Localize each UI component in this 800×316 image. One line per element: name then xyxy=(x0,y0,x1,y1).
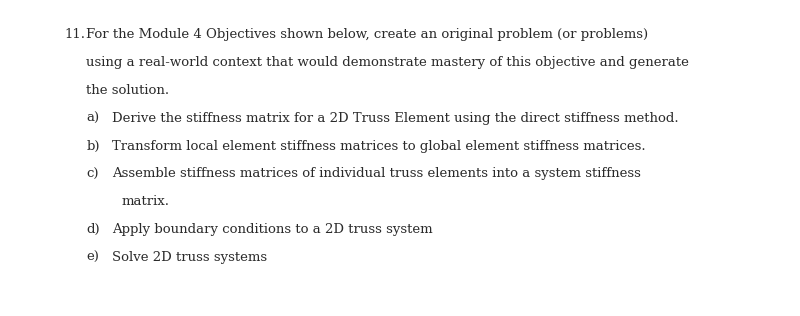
Text: c): c) xyxy=(86,167,99,180)
Text: 11.: 11. xyxy=(64,28,85,41)
Text: using a real-world context that would demonstrate mastery of this objective and : using a real-world context that would de… xyxy=(86,56,690,69)
Text: Apply boundary conditions to a 2D truss system: Apply boundary conditions to a 2D truss … xyxy=(112,223,433,236)
Text: the solution.: the solution. xyxy=(86,84,170,97)
Text: Derive the stiffness matrix for a 2D Truss Element using the direct stiffness me: Derive the stiffness matrix for a 2D Tru… xyxy=(112,112,678,125)
Text: Solve 2D truss systems: Solve 2D truss systems xyxy=(112,251,267,264)
Text: e): e) xyxy=(86,251,99,264)
Text: b): b) xyxy=(86,140,100,153)
Text: Assemble stiffness matrices of individual truss elements into a system stiffness: Assemble stiffness matrices of individua… xyxy=(112,167,641,180)
Text: Transform local element stiffness matrices to global element stiffness matrices.: Transform local element stiffness matric… xyxy=(112,140,646,153)
Text: a): a) xyxy=(86,112,99,125)
Text: matrix.: matrix. xyxy=(122,195,170,208)
Text: For the Module 4 Objectives shown below, create an original problem (or problems: For the Module 4 Objectives shown below,… xyxy=(86,28,649,41)
Text: d): d) xyxy=(86,223,100,236)
